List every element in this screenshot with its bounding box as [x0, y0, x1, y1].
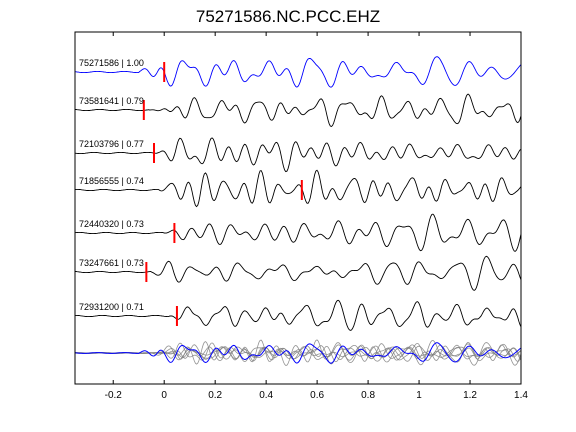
trace-label: 75271586 | 1.00: [79, 58, 144, 68]
x-tick-label: 0.2: [208, 390, 222, 401]
trace-73581641: [75, 93, 522, 128]
trace-label-group: 75271586 | 1.00 73581641 | 0.79 72103796 |…: [79, 58, 144, 312]
trace-group: [74, 56, 522, 331]
trace-72103796: [74, 137, 522, 173]
x-tick-label: -0.2: [105, 390, 123, 401]
x-tick-label: 0: [161, 390, 167, 401]
stack-overlay: [74, 339, 522, 366]
chart-title: 75271586.NC.PCC.EHZ: [196, 7, 380, 26]
trace-72931200: [75, 299, 522, 331]
trace-label: 72440320 | 0.73: [79, 219, 144, 229]
x-tick-label: 1: [416, 390, 422, 401]
trace-73247661: [75, 255, 522, 291]
trace-label: 72931200 | 0.71: [79, 302, 144, 312]
x-tick-label: 1.2: [463, 390, 477, 401]
x-tick-label: 1.4: [514, 390, 528, 401]
trace-label: 73581641 | 0.79: [79, 96, 144, 106]
trace-72440320: [74, 213, 522, 252]
stack-trace: [74, 342, 522, 364]
x-axis: -0.2 0 0.2 0.4 0.6 0.8 1 1.2 1.4: [105, 32, 528, 401]
trace-71856555: [74, 169, 522, 208]
x-tick-label: 0.8: [361, 390, 375, 401]
trace-label: 72103796 | 0.77: [79, 139, 144, 149]
x-tick-label: 0.6: [310, 390, 324, 401]
x-tick-label: 0.4: [259, 390, 273, 401]
reference-trace: [74, 56, 522, 88]
trace-label: 73247661 | 0.73: [79, 258, 144, 268]
trace-label: 71856555 | 0.74: [79, 176, 144, 186]
pick-marker-group: [142, 62, 303, 326]
plot-frame: [74, 31, 522, 385]
